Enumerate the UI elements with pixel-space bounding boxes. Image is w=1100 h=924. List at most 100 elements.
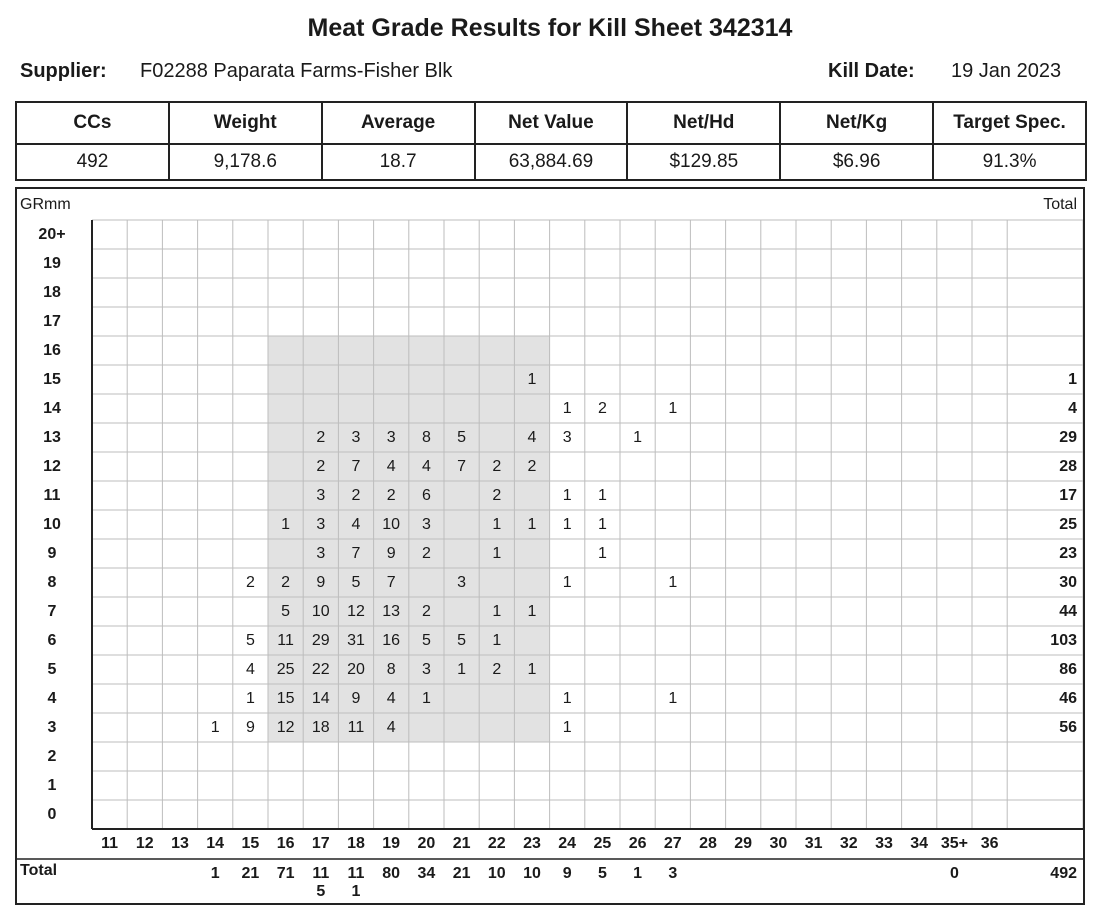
grid-row-label: 0 <box>47 806 57 823</box>
grid-cell: 31 <box>347 632 365 649</box>
grid-column-label: 14 <box>206 835 225 852</box>
grid-cell: 1 <box>597 516 607 533</box>
grid-row-label: 20+ <box>38 226 66 243</box>
grid-cell: 1 <box>562 487 572 504</box>
grid-cell: 5 <box>281 603 291 620</box>
grid-row-label: 14 <box>43 400 61 417</box>
grid-column-total: 1 <box>633 865 643 882</box>
grid-row-label: 12 <box>43 458 61 475</box>
grid-cell: 1 <box>633 429 643 446</box>
grid-column-total: 0 <box>949 865 959 882</box>
grid-column-total: 10 <box>487 865 506 882</box>
summary-header-net-per-head: Net/Hd <box>626 101 782 145</box>
grid-cell: 3 <box>421 516 431 533</box>
grid-column-label: 20 <box>417 835 436 852</box>
grid-row-label: 11 <box>43 487 61 504</box>
grid-column-total: 111 <box>347 865 365 900</box>
grid-row-total: 1 <box>1068 371 1077 388</box>
grid-column-label: 23 <box>523 835 541 852</box>
grid-row-total: 25 <box>1059 516 1077 533</box>
grid-cell: 3 <box>457 574 467 591</box>
grid-cell: 5 <box>351 574 361 591</box>
grid-cell: 3 <box>316 516 326 533</box>
grid-column-total: 21 <box>241 865 260 882</box>
grid-cell: 1 <box>492 632 502 649</box>
summary-header-net-value: Net Value <box>473 101 629 145</box>
grid-row-label: 16 <box>43 342 61 359</box>
summary-header-target-spec: Target Spec. <box>932 101 1087 145</box>
grid-cell: 20 <box>347 661 365 678</box>
grid-cell: 29 <box>311 632 330 649</box>
grid-cell: 2 <box>492 661 502 678</box>
grid-cell: 2 <box>245 574 255 591</box>
grid-column-label: 19 <box>382 835 401 852</box>
grid-cell: 1 <box>210 719 220 736</box>
summary-header-net-per-kg: Net/Kg <box>779 101 935 145</box>
summary-header-weight: Weight <box>167 101 323 145</box>
grid-cell: 22 <box>311 661 330 678</box>
grid-cell: 15 <box>276 690 295 707</box>
grid-column-label: 18 <box>347 835 365 852</box>
kill-date-value: 19 Jan 2023 <box>951 60 1062 82</box>
grid-column-total: 5 <box>597 865 607 882</box>
grid-cell: 1 <box>668 690 678 707</box>
grid-cell: 1 <box>562 400 572 417</box>
summary-value-net-per-kg: $6.96 <box>779 143 935 181</box>
grid-column-total: 80 <box>382 865 401 882</box>
grid-row-total: 46 <box>1059 690 1077 707</box>
grid-cell: 2 <box>281 574 291 591</box>
grid-column-label: 11 <box>101 835 119 852</box>
summary-value-target-spec: 91.3% <box>932 143 1087 181</box>
grid-row-label: 5 <box>47 661 57 678</box>
grid-grand-total: 492 <box>1050 865 1077 882</box>
grid-column-label: 36 <box>980 835 999 852</box>
grid-cell: 1 <box>281 516 291 533</box>
grid-cell: 8 <box>386 661 396 678</box>
grid-cell: 2 <box>492 458 502 475</box>
summary-value-ccs: 492 <box>15 143 170 181</box>
grid-row-total: 44 <box>1059 603 1077 620</box>
grid-column-total: 1 <box>210 865 220 882</box>
grid-column-label: 22 <box>487 835 506 852</box>
grid-cell: 12 <box>347 603 365 620</box>
grid-cell: 11 <box>277 632 294 649</box>
grid-row-label: 4 <box>47 690 57 707</box>
grid-cell: 2 <box>351 487 361 504</box>
grid-cell: 4 <box>527 429 537 446</box>
grid-cell: 2 <box>492 487 502 504</box>
grid-cell: 25 <box>276 661 295 678</box>
grid-cell: 4 <box>421 458 431 475</box>
grid-column-label: 27 <box>663 835 682 852</box>
grid-column-label: 30 <box>769 835 788 852</box>
grid-cell: 1 <box>421 690 431 707</box>
grid-cell: 4 <box>386 690 396 707</box>
grid-column-label: 17 <box>311 835 330 852</box>
grid-column-label: 32 <box>839 835 858 852</box>
grid-cell: 2 <box>386 487 396 504</box>
grid-cell: 3 <box>316 487 326 504</box>
grid-cell: 5 <box>245 632 255 649</box>
grid-column-label: 12 <box>135 835 154 852</box>
grid-cell: 14 <box>311 690 330 707</box>
grid-row-label: 6 <box>47 632 57 649</box>
grid-cell: 1 <box>562 719 572 736</box>
grid-cell: 2 <box>316 429 326 446</box>
grid-cell: 7 <box>386 574 396 591</box>
grid-cell: 9 <box>316 574 326 591</box>
grid-row-label: 7 <box>47 603 57 620</box>
grid-column-label: 33 <box>875 835 893 852</box>
grid-cell: 3 <box>386 429 396 446</box>
grid-row-label: 13 <box>43 429 61 446</box>
grid-cell: 1 <box>492 545 502 562</box>
grid-row-total: 29 <box>1059 429 1077 446</box>
grid-cell: 6 <box>421 487 431 504</box>
grid-cell: 1 <box>527 371 537 388</box>
grid-column-label: 26 <box>628 835 647 852</box>
summary-header-row: CCs Weight Average Net Value Net/Hd Net/… <box>15 101 1087 145</box>
grid-column-total: 9 <box>562 865 572 882</box>
grid-row-total: 56 <box>1059 719 1077 736</box>
grid-cell: 3 <box>316 545 326 562</box>
grid-row-label: 8 <box>47 574 57 591</box>
grid-cell: 5 <box>457 429 467 446</box>
grid-row-total: 23 <box>1059 545 1077 562</box>
